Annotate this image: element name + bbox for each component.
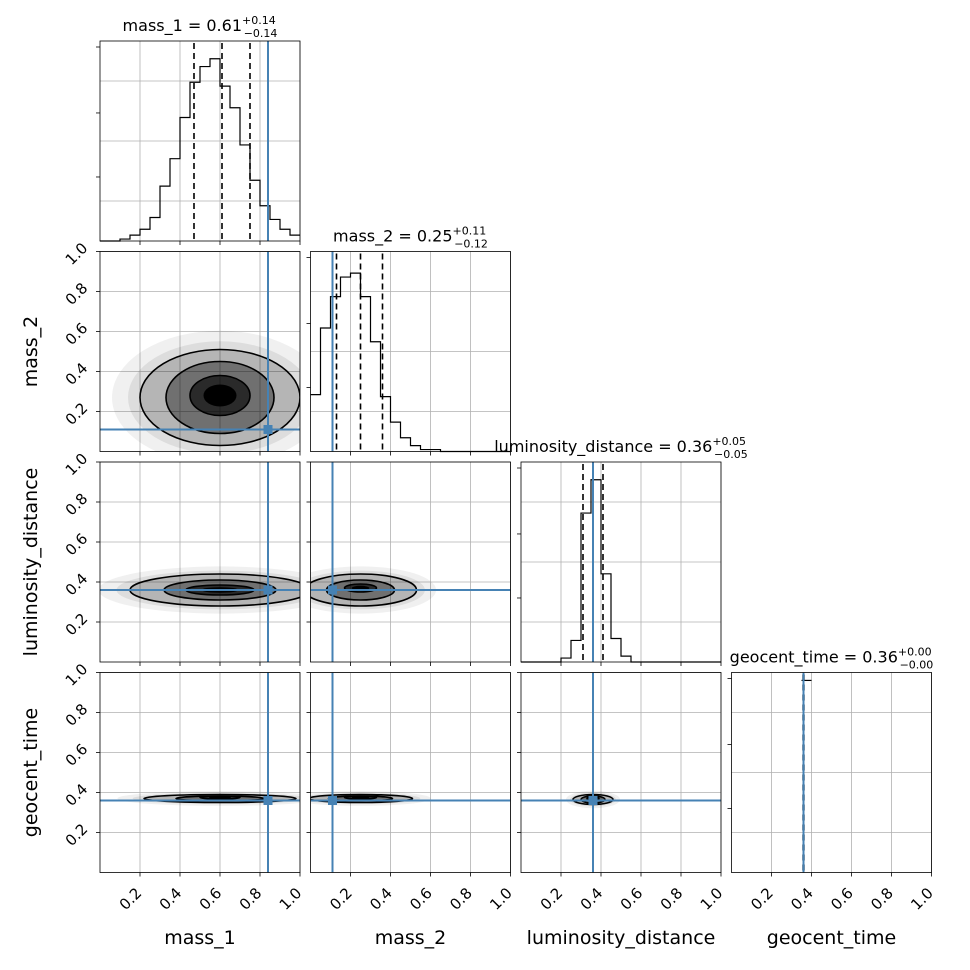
density-core — [203, 384, 237, 407]
x-tick-label: 0.6 — [406, 884, 436, 914]
x-axis-label-mass_2: mass_2 — [375, 927, 447, 949]
y-axis-label-luminosity_distance: luminosity_distance — [20, 468, 42, 657]
axes-frame — [520, 461, 722, 663]
contour-line — [139, 348, 300, 447]
hist-panel-geocent_time: 0.2 0.4 0.6 0.8 1.0 — [727, 672, 937, 914]
axes-frame — [99, 672, 301, 873]
truth-marker — [263, 585, 273, 595]
axes-frame — [310, 461, 511, 663]
y-tick-label: 0.2 — [62, 610, 92, 640]
x-tick-label: 0.2 — [747, 884, 777, 914]
x-tick-label: 0.4 — [787, 884, 817, 914]
histogram-step — [100, 58, 300, 242]
axes-frame — [310, 251, 511, 452]
truth-marker — [328, 796, 337, 805]
axes-frame — [520, 672, 722, 873]
x-tick-label: 0.2 — [326, 884, 356, 914]
contour-line — [343, 583, 378, 593]
hist-panel-mass_1 — [96, 40, 301, 245]
axes-frame — [310, 672, 511, 873]
hist-panel-luminosity_distance — [517, 461, 722, 666]
axes-frame — [99, 40, 301, 242]
x-tick-label: 0.8 — [657, 884, 687, 914]
contour-line — [143, 793, 297, 804]
x-tick-label: 0.6 — [827, 884, 857, 914]
panel-title-mass_2: mass_2 = 0.25+0.11 −0.12 — [333, 225, 488, 251]
contour-line — [165, 360, 275, 435]
x-axis-label-luminosity_distance: luminosity_distance — [527, 927, 716, 949]
panel-title-luminosity_distance: luminosity_distance = 0.36+0.05 −0.05 — [494, 435, 748, 461]
y-tick-label: 0.2 — [62, 399, 92, 429]
x-tick-label: 0.2 — [537, 884, 567, 914]
density-panel-mass_2-luminosity_distance — [306, 461, 511, 666]
x-tick-label: 0.4 — [366, 884, 396, 914]
truth-marker — [263, 796, 273, 805]
panel-title-geocent_time: geocent_time = 0.36+0.00 −0.00 — [730, 646, 934, 672]
x-axis-label-geocent_time: geocent_time — [767, 927, 896, 949]
x-tick-label: 0.4 — [577, 884, 607, 914]
axes-frame — [99, 461, 301, 663]
y-tick-label: 0.6 — [62, 530, 92, 560]
x-tick-label: 1.0 — [907, 884, 937, 914]
density-panel-mass_1-luminosity_distance: 0.2 0.4 0.6 0.8 1.0 — [62, 450, 301, 666]
x-axis-label-mass_1: mass_1 — [164, 927, 236, 949]
y-axis-label-mass_2: mass_2 — [20, 316, 42, 388]
axes-frame — [731, 672, 932, 873]
y-tick-label: 1.0 — [62, 239, 92, 269]
density-panel-mass_2-geocent_time: 0.2 0.4 0.6 0.8 1.0 — [306, 672, 516, 914]
x-tick-label: 0.8 — [867, 884, 897, 914]
density-panel-luminosity_distance-geocent_time: 0.2 0.4 0.6 0.8 1.0 — [517, 672, 727, 914]
x-tick-label: 0.8 — [236, 884, 266, 914]
panel-title-mass_1: mass_1 = 0.61+0.14 −0.14 — [123, 14, 278, 40]
axes-frame — [99, 251, 301, 452]
truth-marker — [328, 585, 337, 595]
x-tick-label: 0.4 — [156, 884, 186, 914]
y-tick-label: 1.0 — [62, 660, 92, 690]
y-tick-label: 0.6 — [62, 319, 92, 349]
truth-marker — [588, 796, 598, 805]
histogram-step — [310, 272, 511, 453]
y-tick-label: 0.8 — [62, 279, 92, 309]
contour-line — [189, 374, 251, 417]
x-tick-label: 1.0 — [486, 884, 516, 914]
histogram-step — [521, 479, 721, 663]
y-tick-label: 0.4 — [62, 570, 92, 600]
y-tick-label: 0.2 — [62, 820, 92, 850]
x-tick-label: 1.0 — [276, 884, 306, 914]
x-tick-label: 1.0 — [697, 884, 727, 914]
y-tick-label: 0.4 — [62, 359, 92, 389]
y-axis-label-geocent_time: geocent_time — [20, 708, 42, 837]
x-tick-label: 0.2 — [116, 884, 146, 914]
x-tick-label: 0.8 — [446, 884, 476, 914]
contour-line — [310, 793, 414, 804]
x-tick-label: 0.6 — [617, 884, 647, 914]
y-tick-label: 0.4 — [62, 780, 92, 810]
y-tick-label: 0.8 — [62, 490, 92, 520]
y-tick-label: 1.0 — [62, 450, 92, 480]
y-tick-label: 0.8 — [62, 700, 92, 730]
y-tick-label: 0.6 — [62, 740, 92, 770]
x-tick-label: 0.6 — [196, 884, 226, 914]
truth-marker — [263, 425, 273, 434]
density-panel-mass_1-mass_2: 0.2 0.4 0.6 0.8 1.0 — [62, 239, 301, 456]
density-panel-mass_1-geocent_time: 0.2 0.4 0.6 0.8 1.0 0.2 0.4 0.6 0.8 1.0 — [62, 660, 306, 914]
hist-panel-mass_2 — [306, 251, 511, 456]
